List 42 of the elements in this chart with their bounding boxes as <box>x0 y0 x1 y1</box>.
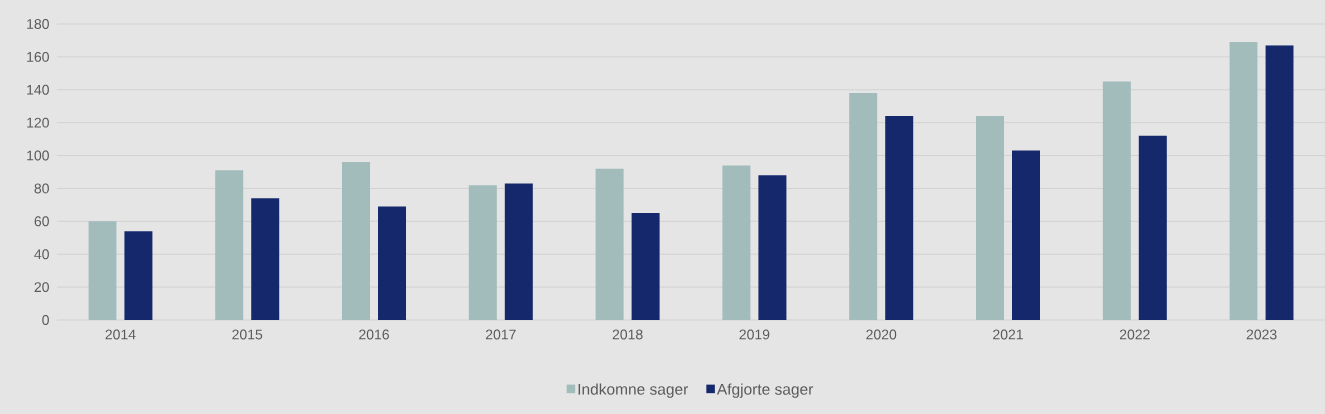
bar <box>631 213 660 320</box>
x-tick-label: 2017 <box>485 329 516 340</box>
y-tick-label: 160 <box>27 51 49 62</box>
bar <box>885 116 914 320</box>
bar <box>342 162 371 320</box>
bar <box>251 198 280 320</box>
bar <box>849 93 878 320</box>
bar <box>88 221 117 320</box>
bar <box>758 175 787 320</box>
y-tick-label: 80 <box>34 183 49 194</box>
x-tick-label: 2015 <box>232 329 263 340</box>
x-tick-label: 2019 <box>739 329 770 340</box>
bar <box>722 165 751 320</box>
x-tick-label: 2018 <box>612 329 643 340</box>
legend-label: Indkomne sager <box>578 383 689 398</box>
y-tick-label: 100 <box>27 150 49 161</box>
x-tick-label: 2016 <box>359 329 389 340</box>
bar <box>595 168 624 320</box>
legend-label: Afgjorte sager <box>716 383 814 398</box>
y-tick-label: 120 <box>27 117 49 128</box>
bar <box>1012 150 1041 320</box>
bar <box>1265 45 1294 320</box>
bar <box>1102 81 1131 320</box>
y-tick-label: 60 <box>34 216 49 227</box>
x-tick-label: 2014 <box>105 329 136 340</box>
bar <box>468 185 497 320</box>
bar <box>124 231 153 320</box>
bar <box>1138 135 1167 320</box>
bar <box>1229 42 1258 320</box>
x-tick-label: 2023 <box>1246 329 1277 340</box>
x-tick-label: 2022 <box>1119 329 1150 340</box>
y-tick-label: 20 <box>34 282 49 293</box>
bar <box>504 183 533 320</box>
bar <box>976 116 1005 320</box>
y-tick-label: 180 <box>27 19 49 29</box>
y-tick-label: 40 <box>34 249 49 260</box>
x-tick-label: 2021 <box>993 329 1023 340</box>
y-tick-label: 140 <box>27 84 49 95</box>
y-tick-label: 0 <box>42 315 49 325</box>
bar <box>215 170 244 320</box>
x-tick-label: 2020 <box>866 329 897 340</box>
bar <box>378 206 407 320</box>
